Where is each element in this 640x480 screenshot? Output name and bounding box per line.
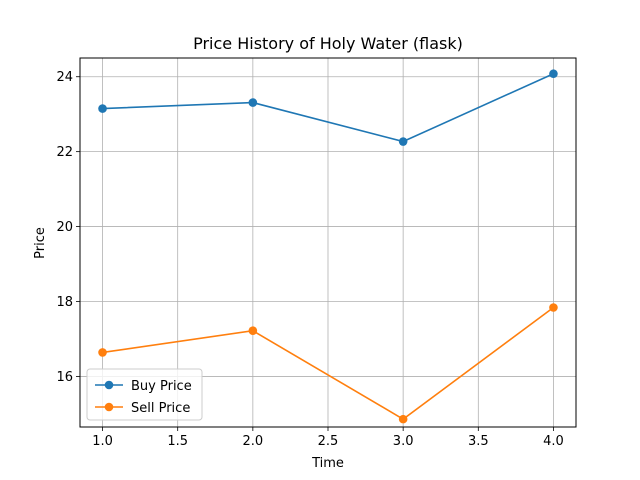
series-layer <box>98 69 558 424</box>
legend-swatch-marker <box>104 402 114 412</box>
x-tick-label: 2.5 <box>318 434 339 449</box>
data-point <box>248 98 258 107</box>
x-tick-label: 2.0 <box>243 434 264 449</box>
legend: Buy Price Sell Price <box>86 368 203 421</box>
data-point <box>248 326 258 336</box>
data-point <box>398 414 408 424</box>
legend-swatch-marker <box>104 380 114 390</box>
x-tick-label: 1.5 <box>167 434 188 449</box>
y-tick-label: 22 <box>56 145 73 160</box>
data-point <box>98 104 107 113</box>
data-point <box>398 137 408 146</box>
legend-label: Buy Price <box>131 379 192 394</box>
y-tick-label: 16 <box>56 370 73 385</box>
x-tick-label: 1.0 <box>92 434 113 449</box>
y-axis-label: Price <box>33 227 48 259</box>
x-tick-label: 3.0 <box>393 434 414 449</box>
y-tick-label: 24 <box>56 70 73 85</box>
y-tick-label: 20 <box>56 220 73 235</box>
x-tick-label: 4.0 <box>543 434 564 449</box>
y-tick-label: 18 <box>56 295 73 310</box>
x-tick-label: 3.5 <box>468 434 489 449</box>
series-line <box>102 73 554 143</box>
axis-ticks: 1.0 1.5 2.0 2.5 3.0 3.5 4.0 16 18 20 22 24 <box>56 70 563 449</box>
data-point <box>98 348 107 357</box>
x-axis-label: Time <box>311 456 344 471</box>
chart-title: Price History of Holy Water (flask) <box>193 34 463 53</box>
data-point <box>549 69 558 79</box>
series-line <box>102 306 554 421</box>
data-point <box>549 303 558 312</box>
legend-label: Sell Price <box>131 401 190 416</box>
